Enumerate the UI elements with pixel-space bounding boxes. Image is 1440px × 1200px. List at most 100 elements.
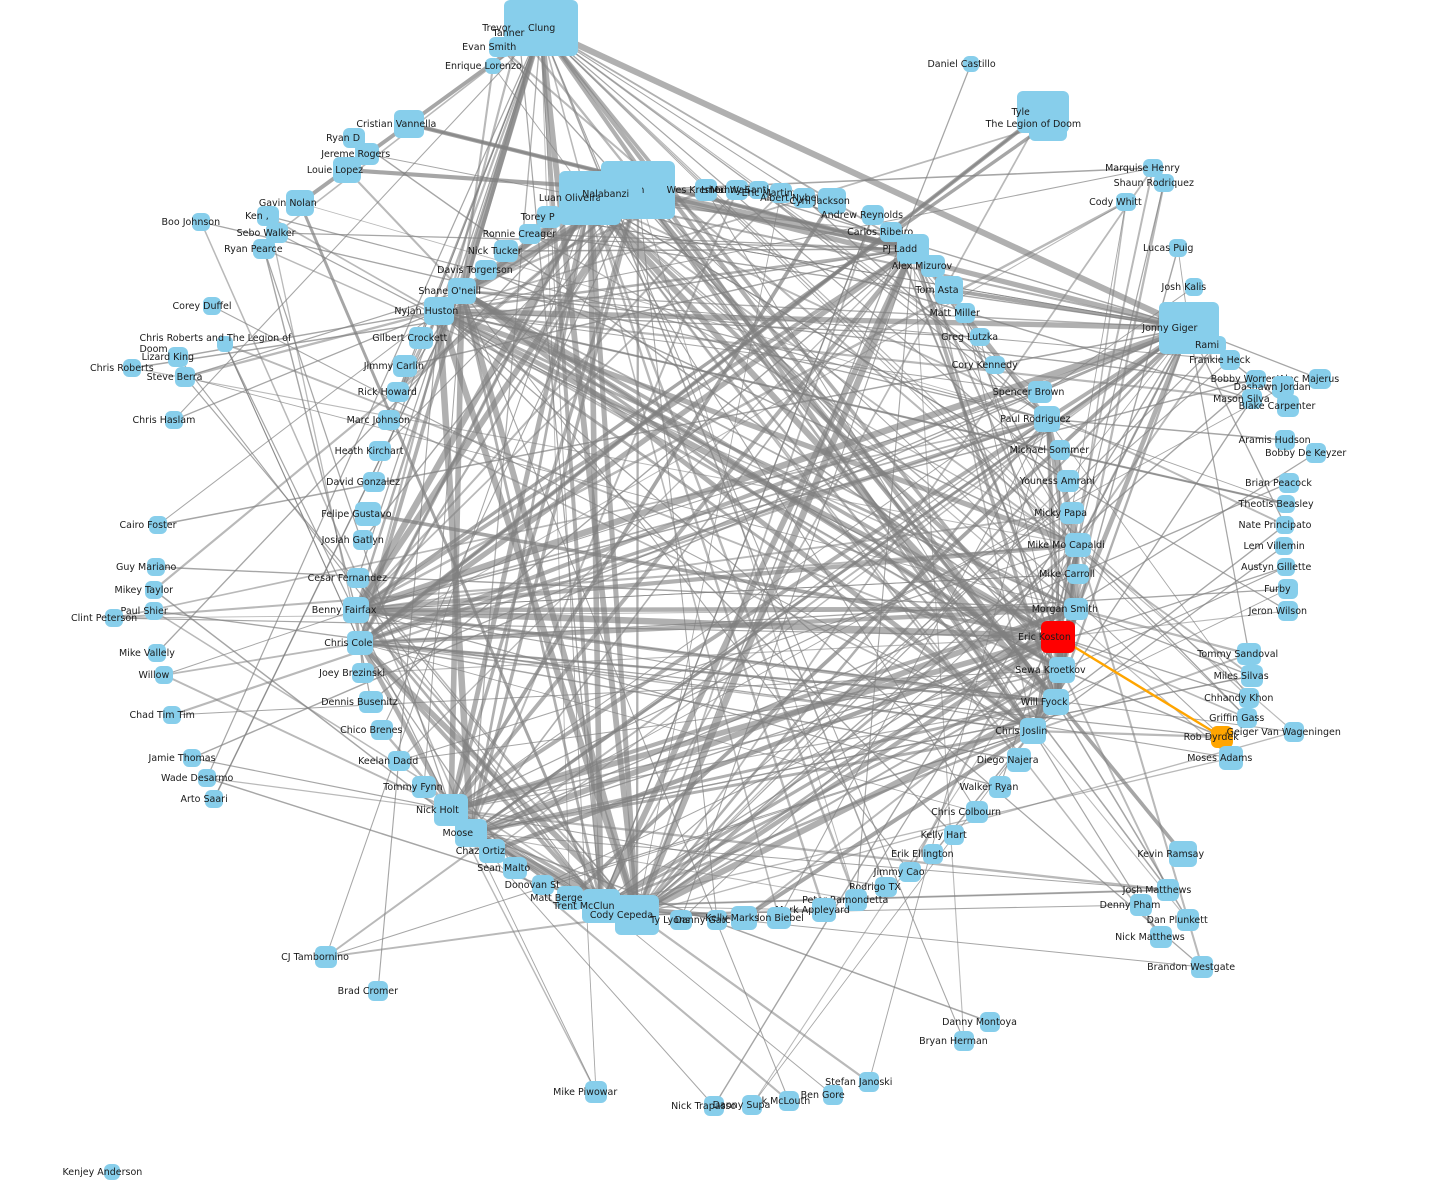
graph-node[interactable] [845, 889, 867, 911]
graph-node[interactable] [1242, 389, 1262, 409]
graph-node[interactable] [1278, 601, 1298, 621]
graph-node[interactable] [880, 222, 902, 242]
graph-node[interactable] [557, 886, 583, 910]
graph-node[interactable] [163, 706, 181, 724]
graph-node[interactable] [1276, 516, 1294, 534]
graph-node[interactable] [1007, 748, 1031, 772]
graph-node[interactable] [779, 1091, 799, 1111]
graph-node[interactable] [963, 56, 979, 72]
graph-node[interactable] [1272, 376, 1294, 398]
graph-node[interactable] [970, 328, 990, 346]
graph-node[interactable] [1277, 495, 1295, 513]
graph-node[interactable] [980, 1012, 1000, 1032]
graph-node[interactable] [923, 844, 943, 864]
graph-node[interactable] [1306, 443, 1326, 463]
graph-node[interactable] [475, 260, 497, 280]
graph-node[interactable] [1041, 621, 1075, 653]
graph-node[interactable] [954, 1031, 974, 1051]
graph-node[interactable] [168, 347, 188, 367]
graph-node[interactable] [123, 359, 141, 377]
graph-node[interactable] [1150, 926, 1172, 948]
graph-node[interactable] [767, 907, 791, 929]
graph-node[interactable] [479, 839, 505, 863]
graph-node[interactable] [1191, 956, 1213, 978]
graph-node[interactable] [1130, 894, 1152, 916]
graph-node[interactable] [921, 255, 945, 277]
graph-node[interactable] [944, 825, 964, 845]
graph-node[interactable] [393, 355, 417, 377]
graph-node[interactable] [537, 206, 561, 228]
graph-node[interactable] [266, 223, 288, 243]
graph-node[interactable] [1154, 174, 1174, 192]
graph-node[interactable] [175, 367, 195, 387]
graph-node[interactable] [1116, 193, 1136, 211]
graph-node[interactable] [388, 751, 410, 771]
graph-node[interactable] [1309, 369, 1331, 389]
graph-node[interactable] [503, 857, 527, 879]
graph-node[interactable] [1057, 470, 1079, 492]
graph-node[interactable] [731, 906, 757, 930]
graph-node[interactable] [333, 157, 361, 183]
graph-node[interactable] [363, 472, 385, 492]
graph-node[interactable] [387, 382, 409, 402]
graph-node[interactable] [1237, 708, 1257, 728]
graph-node[interactable] [1246, 370, 1266, 388]
graph-node[interactable] [875, 877, 897, 897]
graph-node[interactable] [1065, 533, 1091, 557]
graph-node[interactable] [149, 516, 167, 534]
graph-node[interactable] [1028, 381, 1052, 403]
graph-node[interactable] [1034, 406, 1060, 432]
graph-node[interactable] [394, 110, 424, 138]
graph-node[interactable] [409, 327, 433, 349]
graph-node[interactable] [355, 143, 379, 165]
graph-node[interactable] [485, 58, 501, 74]
graph-node[interactable] [205, 790, 223, 808]
graph-node[interactable] [165, 411, 183, 429]
graph-node[interactable] [1241, 665, 1263, 687]
graph-node[interactable] [600, 175, 642, 213]
graph-node[interactable] [1277, 558, 1295, 576]
graph-node[interactable] [1177, 909, 1199, 931]
graph-node[interactable] [1157, 879, 1179, 901]
graph-node[interactable] [183, 749, 201, 767]
graph-node[interactable] [695, 179, 717, 201]
graph-node[interactable] [1211, 726, 1233, 748]
graph-node[interactable] [1277, 395, 1299, 417]
graph-node[interactable] [1043, 689, 1069, 715]
graph-node[interactable] [1208, 336, 1226, 354]
graph-node[interactable] [1050, 440, 1070, 460]
graph-node[interactable] [1060, 502, 1084, 524]
graph-node[interactable] [1064, 598, 1088, 620]
graph-node[interactable] [424, 297, 454, 325]
graph-node[interactable] [1219, 746, 1243, 770]
graph-node[interactable] [192, 213, 210, 231]
graph-node[interactable] [343, 597, 369, 623]
graph-node[interactable] [198, 769, 216, 787]
graph-node[interactable] [519, 224, 541, 244]
graph-node[interactable] [1279, 473, 1299, 493]
graph-node[interactable] [1049, 657, 1075, 683]
graph-node[interactable] [378, 410, 400, 430]
graph-node[interactable] [704, 1096, 724, 1116]
graph-node[interactable] [582, 889, 620, 923]
graph-node[interactable] [966, 801, 988, 823]
graph-node[interactable] [1185, 278, 1203, 296]
graph-node[interactable] [368, 981, 388, 1001]
graph-node[interactable] [812, 898, 836, 922]
graph-node[interactable] [353, 530, 373, 550]
graph-node[interactable] [1278, 579, 1298, 599]
graph-node[interactable] [369, 441, 391, 461]
graph-node[interactable] [749, 181, 769, 199]
graph-node[interactable] [862, 205, 884, 225]
graph-node[interactable] [935, 276, 963, 304]
graph-node[interactable] [1237, 643, 1261, 665]
graph-node[interactable] [793, 188, 815, 208]
graph-node[interactable] [1275, 537, 1293, 555]
graph-node[interactable] [707, 910, 727, 930]
graph-node[interactable] [359, 691, 383, 713]
graph-node[interactable] [615, 895, 659, 935]
graph-node[interactable] [1029, 107, 1067, 141]
graph-node[interactable] [347, 631, 373, 655]
graph-node[interactable] [859, 1072, 879, 1092]
graph-node[interactable] [1169, 841, 1197, 867]
